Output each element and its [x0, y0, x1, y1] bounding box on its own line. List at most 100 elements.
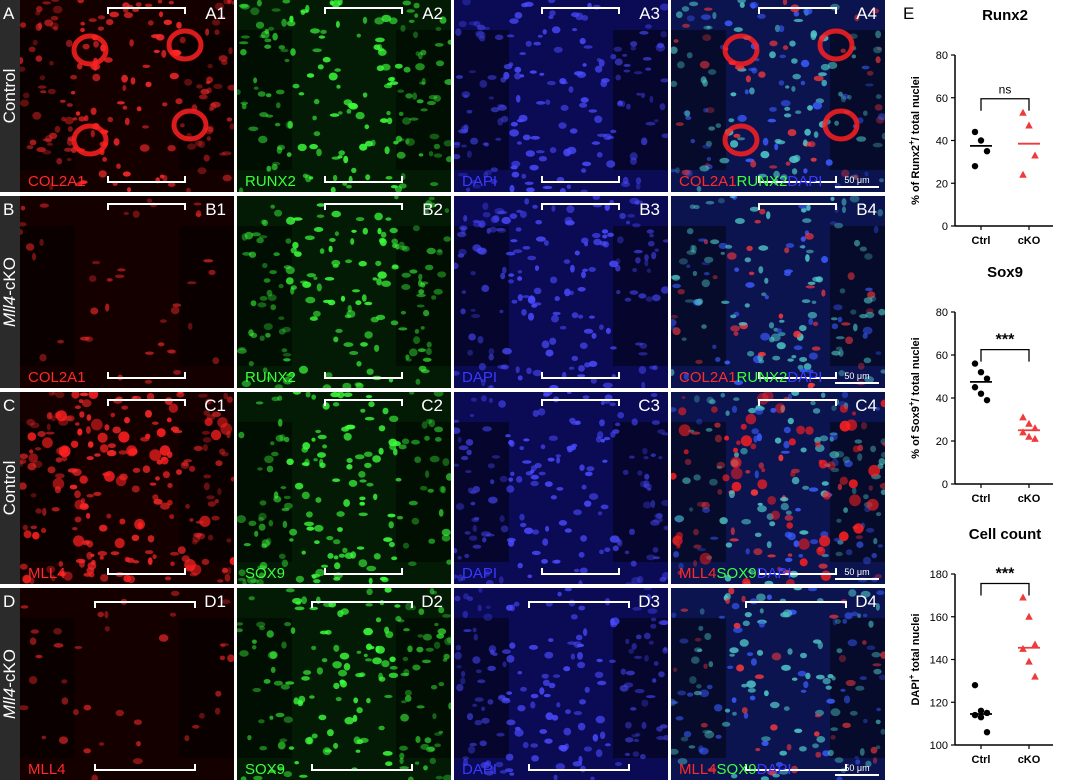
- scale-bar-line: [835, 382, 879, 384]
- data-point: [1025, 612, 1033, 620]
- micrograph-panel-a4: A4 COL2A1RUNX2DAPI 50 μm: [671, 0, 885, 192]
- growth-plate-bracket: [324, 372, 403, 379]
- growth-plate-bracket: [311, 601, 413, 608]
- y-label-sup: +: [907, 674, 916, 679]
- micrograph-panel-d2: D2 SOX9: [237, 588, 451, 780]
- growth-plate-bracket: [324, 203, 403, 210]
- y-label-rest: total nuclei: [910, 613, 922, 674]
- y-label-rest: / total nuclei: [910, 76, 922, 140]
- data-point: [983, 728, 991, 736]
- panel-number: D3: [638, 592, 660, 611]
- y-axis-label: % of Runx2+/ total nuclei: [907, 76, 922, 205]
- growth-plate-bracket: [541, 568, 620, 575]
- y-label-sup: +: [907, 401, 916, 406]
- quantification-charts: E Runx2% of Runx2+/ total nuclei 0 20 40 60 8…: [893, 0, 1065, 780]
- significance-label: ***: [996, 566, 1015, 583]
- micrograph-panel-a3: A3 DAPI: [454, 0, 668, 192]
- channel-name: DAPI: [462, 565, 498, 582]
- channel-label: MLL4: [28, 565, 66, 582]
- panel-number: A1: [205, 4, 226, 23]
- panel-letter: D: [3, 592, 16, 611]
- y-label-main: % of Runx2: [910, 145, 922, 205]
- growth-plate-bracket: [528, 601, 630, 608]
- data-point: [1019, 593, 1027, 601]
- channel-name: COL2A1: [679, 173, 737, 190]
- y-tick-label: 20: [936, 178, 948, 190]
- microscopy-image: [20, 392, 234, 584]
- y-tick-label: 80: [936, 50, 948, 62]
- microscopy-image: [671, 0, 885, 192]
- channel-label: COL2A1RUNX2DAPI: [679, 173, 822, 190]
- channel-name: COL2A1: [28, 173, 86, 190]
- growth-plate-bracket: [107, 568, 186, 575]
- microscopy-image: [237, 0, 451, 192]
- growth-plate-bracket: [758, 7, 837, 14]
- microscopy-image: [454, 392, 668, 584]
- y-tick-label: 100: [930, 740, 948, 752]
- microscopy-image: [20, 196, 234, 388]
- significance-label: ***: [996, 332, 1015, 349]
- row-label-a: Control A: [0, 0, 20, 192]
- significance-label: ns: [999, 83, 1012, 97]
- growth-plate-bracket: [324, 176, 403, 183]
- x-tick-label: Ctrl: [972, 235, 991, 247]
- scale-bar: 50 μm: [835, 763, 879, 776]
- channel-label: COL2A1: [28, 173, 86, 190]
- scale-bar-label: 50 μm: [844, 567, 870, 577]
- row-condition: Control: [0, 69, 20, 124]
- y-tick-label: 0: [942, 479, 948, 491]
- y-tick-label: 180: [930, 569, 948, 581]
- growth-plate-bracket: [541, 372, 620, 379]
- panel-number: C1: [204, 396, 226, 415]
- channel-name: DAPI: [756, 565, 792, 582]
- y-axis-label: % of Sox9+/ total nuclei: [907, 337, 922, 458]
- channel-name: COL2A1: [28, 369, 86, 386]
- channel-label: RUNX2: [245, 369, 296, 386]
- panel-number: B4: [856, 200, 877, 219]
- growth-plate-bracket: [94, 764, 196, 771]
- chart-title: Runx2: [982, 7, 1028, 24]
- micrograph-panel-c3: C3 DAPI: [454, 392, 668, 584]
- microscopy-image: [671, 196, 885, 388]
- panel-letter: A: [3, 4, 15, 23]
- y-tick-label: 140: [930, 655, 948, 667]
- chart-title: Cell count: [969, 526, 1042, 543]
- x-tick-label: Ctrl: [972, 493, 991, 505]
- data-point: [1025, 657, 1033, 665]
- data-point: [971, 681, 979, 689]
- growth-plate-bracket: [324, 7, 403, 14]
- micrograph-panel-a1: A1 COL2A1: [20, 0, 234, 192]
- channel-name: RUNX2: [245, 369, 296, 386]
- micrograph-panel-d1: D1 MLL4: [20, 588, 234, 780]
- data-point: [1025, 121, 1033, 129]
- panel-number: C3: [638, 396, 660, 415]
- panel-letter: C: [3, 396, 16, 415]
- micrograph-panel-d3: D3 DAPI: [454, 588, 668, 780]
- data-point: [1025, 432, 1033, 440]
- row-label-b: Mll4-cKO B: [0, 196, 20, 388]
- data-point: [1031, 672, 1039, 680]
- channel-name: DAPI: [462, 369, 498, 386]
- channel-name: MLL4: [28, 761, 66, 778]
- microscopy-image: [671, 588, 885, 780]
- dot-plots: Runx2% of Runx2+/ total nuclei020406080C…: [907, 7, 1053, 766]
- panel-number: D4: [855, 592, 877, 611]
- micrograph-panel-a2: A2 RUNX2: [237, 0, 451, 192]
- micrograph-panel-b4: B4 COL2A1RUNX2DAPI 50 μm: [671, 196, 885, 388]
- growth-plate-bracket: [107, 372, 186, 379]
- significance-bracket: [980, 98, 1030, 111]
- micrograph-grid: Control A A1 COL2A1 A2 RUNX2 A3 DAPI A4 COL2A1RUN…: [0, 0, 885, 780]
- data-point: [971, 384, 979, 391]
- growth-plate-bracket: [758, 203, 837, 210]
- micrograph-panel-c1: C1 MLL4: [20, 392, 234, 584]
- channel-label: DAPI: [462, 565, 497, 582]
- microscopy-image: [454, 196, 668, 388]
- panel-number: D2: [421, 592, 443, 611]
- channel-name: COL2A1: [679, 369, 737, 386]
- data-point: [977, 714, 985, 721]
- channel-name: DAPI: [787, 173, 823, 190]
- channel-name: SOX9: [245, 761, 286, 778]
- data-point: [1031, 640, 1039, 648]
- micrograph-panel-b3: B3 DAPI: [454, 196, 668, 388]
- channel-label: RUNX2: [245, 173, 296, 190]
